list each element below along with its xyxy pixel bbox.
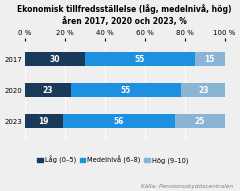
Text: 15: 15 <box>204 55 215 64</box>
Bar <box>85 52 195 66</box>
Bar <box>175 114 225 128</box>
Text: 23: 23 <box>198 86 209 95</box>
Text: 56: 56 <box>114 117 124 126</box>
Text: 25: 25 <box>194 117 205 126</box>
Text: 55: 55 <box>121 86 131 95</box>
Text: 23: 23 <box>42 86 53 95</box>
Bar <box>25 52 85 66</box>
Bar <box>71 83 181 97</box>
Bar <box>25 83 71 97</box>
Bar <box>181 83 227 97</box>
Legend: Låg (0–5), Medelnivå (6–8), Hög (9–10): Låg (0–5), Medelnivå (6–8), Hög (9–10) <box>35 153 191 167</box>
Text: 55: 55 <box>135 55 145 64</box>
Text: Källa: Pensionsskyddscentralen: Källa: Pensionsskyddscentralen <box>141 184 233 189</box>
Text: 19: 19 <box>39 117 49 126</box>
Bar <box>63 114 175 128</box>
Bar <box>25 114 63 128</box>
Text: 30: 30 <box>49 55 60 64</box>
Title: Ekonomisk tillfredsställelse (låg, medelnivå, hög)
åren 2017, 2020 och 2023, %: Ekonomisk tillfredsställelse (låg, medel… <box>18 4 232 26</box>
Bar <box>195 52 225 66</box>
